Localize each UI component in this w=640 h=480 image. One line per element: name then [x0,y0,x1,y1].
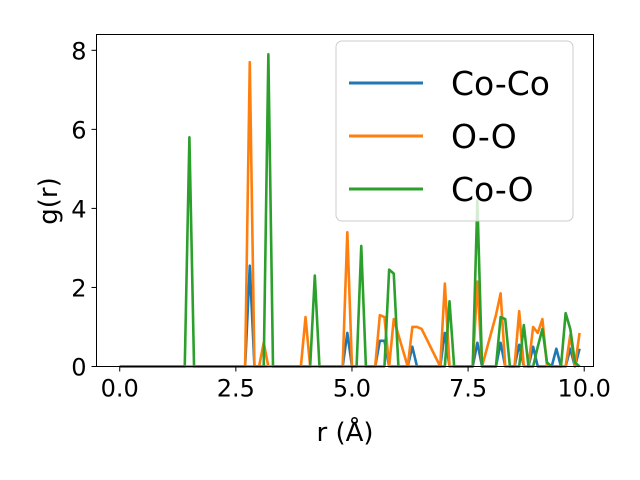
x-tick-label: 2.5 [217,375,255,403]
y-axis: 0 2 4 6 8 [71,37,97,382]
y-tick-label: 0 [71,354,86,382]
x-axis-label: r (Å) [316,416,373,448]
y-tick-label: 8 [71,37,86,65]
legend: Co-Co O-O Co-O [335,40,574,222]
legend-label-co-o: Co-O [451,170,534,209]
x-tick-label: 0.0 [101,375,139,403]
x-tick-label: 5.0 [333,375,371,403]
y-tick-label: 2 [71,274,86,302]
y-axis-label: g(r) [34,177,64,224]
plot-frame [96,34,594,367]
legend-label-o-o: O-O [451,117,517,156]
legend-label-co-co: Co-Co [451,64,550,103]
x-axis: 0.0 2.5 5.0 7.5 10.0 [101,366,611,403]
x-tick-label: 7.5 [449,375,487,403]
y-tick-label: 4 [71,195,86,223]
series-line-o-o [119,60,581,368]
x-tick-label: 10.0 [557,375,610,403]
y-tick-label: 6 [71,116,86,144]
legend-box [335,40,574,222]
